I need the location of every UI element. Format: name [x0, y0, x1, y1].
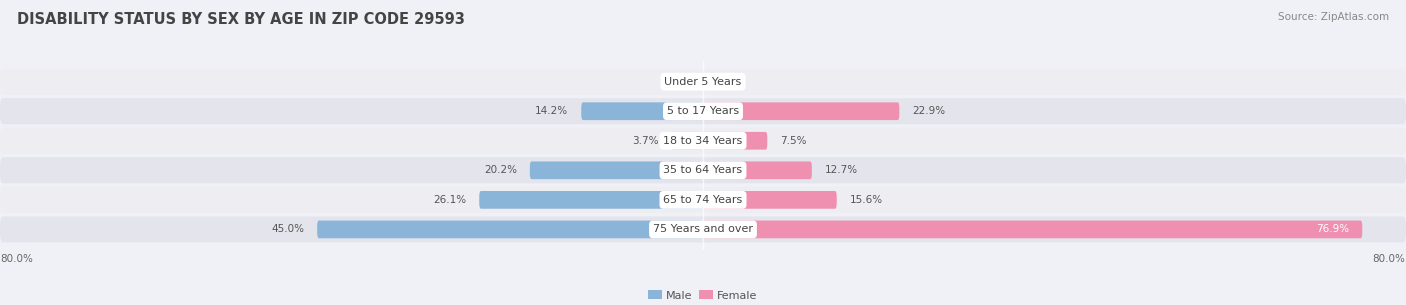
Text: 18 to 34 Years: 18 to 34 Years: [664, 136, 742, 146]
FancyBboxPatch shape: [530, 161, 703, 179]
Text: 76.9%: 76.9%: [1316, 224, 1350, 235]
FancyBboxPatch shape: [0, 128, 1406, 154]
FancyBboxPatch shape: [0, 217, 1406, 242]
FancyBboxPatch shape: [703, 221, 1362, 238]
Text: 3.7%: 3.7%: [631, 136, 658, 146]
Text: 15.6%: 15.6%: [849, 195, 883, 205]
FancyBboxPatch shape: [703, 191, 837, 209]
Text: 12.7%: 12.7%: [825, 165, 858, 175]
Text: 5 to 17 Years: 5 to 17 Years: [666, 106, 740, 116]
FancyBboxPatch shape: [671, 132, 703, 150]
Text: 22.9%: 22.9%: [912, 106, 945, 116]
FancyBboxPatch shape: [703, 132, 768, 150]
Text: 65 to 74 Years: 65 to 74 Years: [664, 195, 742, 205]
Text: 7.5%: 7.5%: [780, 136, 807, 146]
FancyBboxPatch shape: [0, 69, 1406, 95]
Text: 0.0%: 0.0%: [716, 77, 742, 87]
FancyBboxPatch shape: [581, 102, 703, 120]
FancyBboxPatch shape: [318, 221, 703, 238]
Text: Under 5 Years: Under 5 Years: [665, 77, 741, 87]
Legend: Male, Female: Male, Female: [644, 286, 762, 305]
FancyBboxPatch shape: [479, 191, 703, 209]
Text: Source: ZipAtlas.com: Source: ZipAtlas.com: [1278, 12, 1389, 22]
FancyBboxPatch shape: [0, 98, 1406, 124]
Text: 26.1%: 26.1%: [433, 195, 467, 205]
Text: 0.0%: 0.0%: [664, 77, 690, 87]
Text: 14.2%: 14.2%: [536, 106, 568, 116]
Text: 75 Years and over: 75 Years and over: [652, 224, 754, 235]
Text: 35 to 64 Years: 35 to 64 Years: [664, 165, 742, 175]
Text: 20.2%: 20.2%: [484, 165, 517, 175]
Text: 45.0%: 45.0%: [271, 224, 304, 235]
FancyBboxPatch shape: [0, 157, 1406, 183]
FancyBboxPatch shape: [0, 187, 1406, 213]
FancyBboxPatch shape: [703, 102, 900, 120]
Text: DISABILITY STATUS BY SEX BY AGE IN ZIP CODE 29593: DISABILITY STATUS BY SEX BY AGE IN ZIP C…: [17, 12, 465, 27]
FancyBboxPatch shape: [703, 161, 811, 179]
